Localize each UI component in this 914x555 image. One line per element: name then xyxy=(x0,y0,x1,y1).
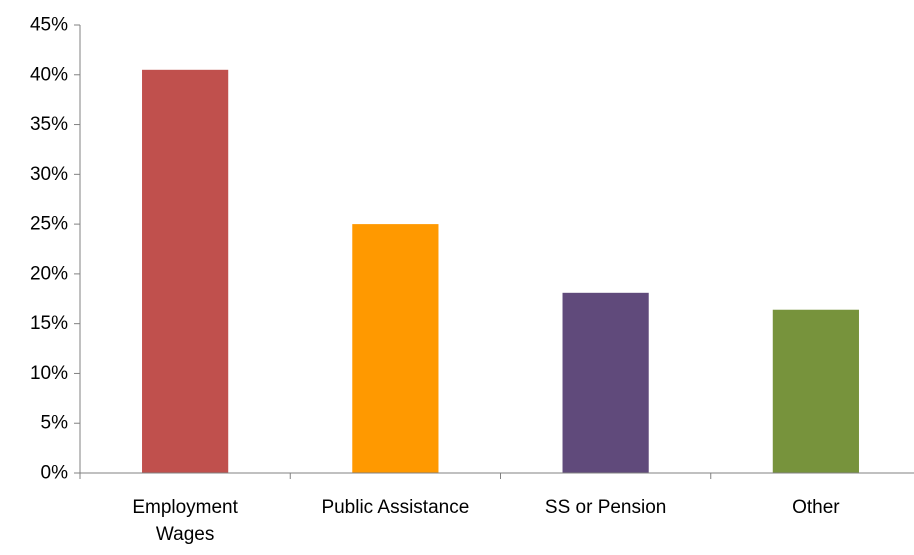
x-tick-label: Public Assistance xyxy=(321,497,469,518)
x-axis-ticks xyxy=(79,473,712,479)
y-tick-label: 15% xyxy=(30,313,68,334)
y-axis-tick-labels: 0% 5% 10% 15% 20% 25% 30% 35% 40% 45% xyxy=(30,15,68,484)
bar-public-assistance xyxy=(352,224,439,473)
x-axis-category-labels: Employment Wages Public Assistance SS or Pe… xyxy=(132,497,840,545)
y-tick-label: 25% xyxy=(30,214,68,235)
y-tick-label: 20% xyxy=(30,263,68,284)
x-tick-label: SS or Pension xyxy=(545,497,666,518)
y-tick-label: 0% xyxy=(41,463,69,484)
x-tick-label-line: SS or Pension xyxy=(545,497,666,518)
y-tick-label: 35% xyxy=(30,114,68,135)
x-tick-label-line: Wages xyxy=(156,524,214,545)
y-axis-ticks xyxy=(74,24,80,474)
y-tick-label: 30% xyxy=(30,164,68,185)
y-tick-label: 45% xyxy=(30,15,68,36)
bar-ss-or-pension xyxy=(562,292,649,473)
y-tick-label: 10% xyxy=(30,363,68,384)
bar-series xyxy=(142,69,859,474)
y-tick-label: 40% xyxy=(30,64,68,85)
bar-employment-wages xyxy=(142,69,229,474)
x-tick-label-line: Employment xyxy=(132,497,238,518)
x-tick-label-line: Other xyxy=(792,497,840,518)
y-tick-label: 5% xyxy=(41,413,69,434)
x-tick-label-line: Public Assistance xyxy=(321,497,469,518)
x-tick-label: Employment Wages xyxy=(132,497,238,545)
bar-other xyxy=(772,309,859,473)
x-tick-label: Other xyxy=(792,497,840,518)
